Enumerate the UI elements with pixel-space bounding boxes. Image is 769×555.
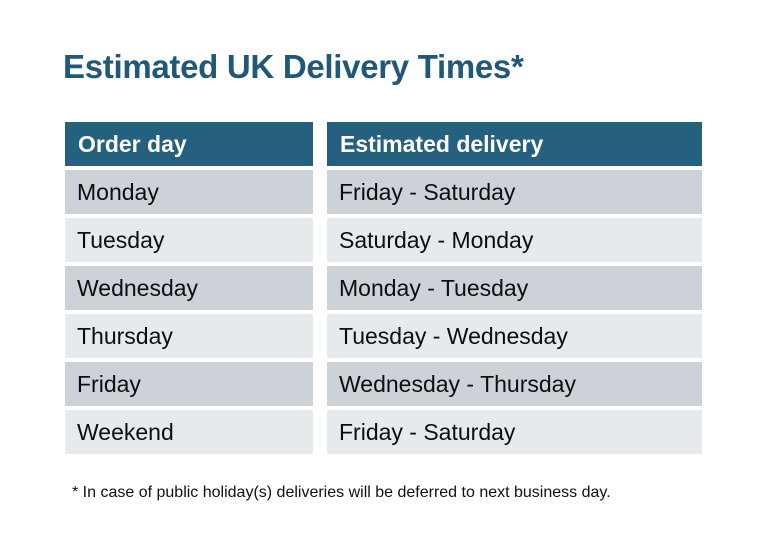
table-cell-estimated-delivery: Saturday - Monday xyxy=(327,218,702,262)
table-cell-order-day: Friday xyxy=(65,362,313,406)
table-cell-order-day: Monday xyxy=(65,170,313,214)
table-cell-estimated-delivery: Wednesday - Thursday xyxy=(327,362,702,406)
table-cell-estimated-delivery: Tuesday - Wednesday xyxy=(327,314,702,358)
table-cell-estimated-delivery: Friday - Saturday xyxy=(327,170,702,214)
table-cell-order-day: Thursday xyxy=(65,314,313,358)
table-cell-order-day: Wednesday xyxy=(65,266,313,310)
table-cell-order-day: Tuesday xyxy=(65,218,313,262)
table-cell-order-day: Weekend xyxy=(65,410,313,454)
column-header-estimated-delivery: Estimated delivery xyxy=(327,122,702,166)
holiday-footnote: * In case of public holiday(s) deliverie… xyxy=(72,484,611,501)
page-title: Estimated UK Delivery Times* xyxy=(63,48,524,85)
table-cell-estimated-delivery: Monday - Tuesday xyxy=(327,266,702,310)
delivery-times-table: Order day Estimated delivery Monday Frid… xyxy=(65,122,702,454)
table-cell-estimated-delivery: Friday - Saturday xyxy=(327,410,702,454)
column-header-order-day: Order day xyxy=(65,122,313,166)
